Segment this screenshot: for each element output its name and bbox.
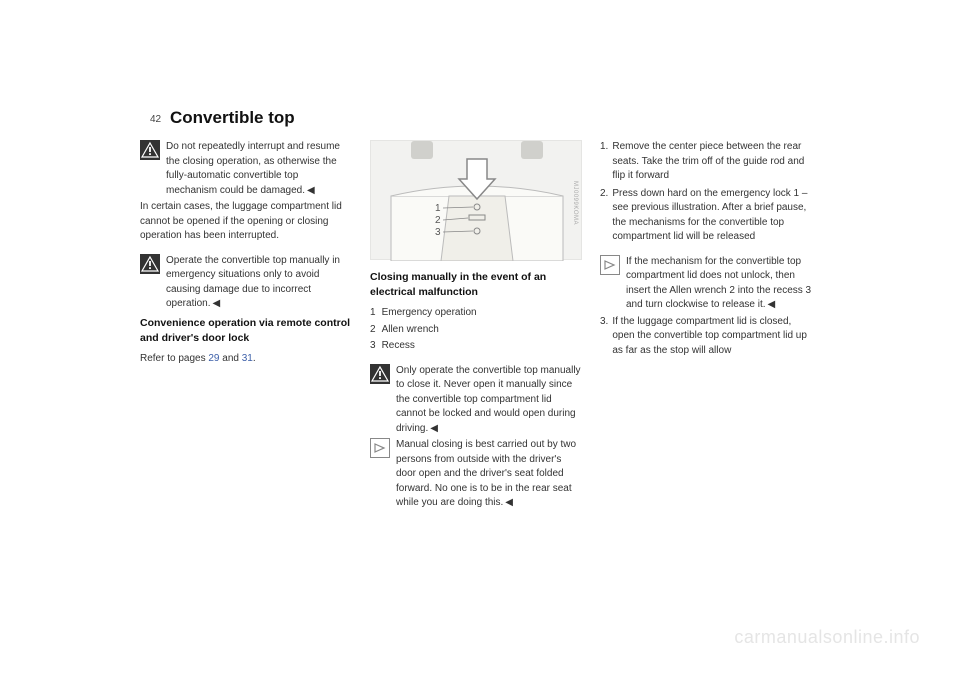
paragraph: In certain cases, the luggage compartmen… bbox=[140, 200, 352, 244]
step-text: Remove the center piece between the rear… bbox=[612, 140, 812, 184]
diagram-code: MJ0099KOMA bbox=[570, 181, 579, 225]
subheading: Convenience operation via remote control… bbox=[140, 316, 352, 346]
page: 42 Convertible top Do not repeatedly int… bbox=[0, 0, 960, 678]
page-number: 42 bbox=[150, 114, 161, 125]
svg-text:2: 2 bbox=[435, 215, 441, 226]
watermark: carmanualsonline.info bbox=[734, 627, 920, 648]
warning-block: Operate the convertible top manually in … bbox=[140, 254, 352, 312]
column-3: 1.Remove the center piece between the re… bbox=[600, 140, 812, 513]
list-item: 3.If the luggage compartment lid is clos… bbox=[600, 315, 812, 359]
cap-text: Emergency operation bbox=[382, 306, 477, 321]
diagram-image: 1 2 3 MJ0099KOMA bbox=[370, 140, 582, 260]
end-marker-icon: ◀ bbox=[430, 422, 438, 437]
step-text: If the luggage compartment lid is closed… bbox=[612, 315, 812, 359]
step-list: 1.Remove the center piece between the re… bbox=[600, 140, 812, 245]
info-text: Manual closing is best carried out by tw… bbox=[396, 439, 576, 508]
svg-text:1: 1 bbox=[435, 203, 441, 214]
warning-block: Do not repeatedly interrupt and resume t… bbox=[140, 140, 352, 198]
step-list: 3.If the luggage compartment lid is clos… bbox=[600, 315, 812, 359]
list-item: 2.Press down hard on the emergency lock … bbox=[600, 187, 812, 245]
step-num: 2. bbox=[600, 187, 608, 245]
caption-item: 2 Allen wrench bbox=[370, 323, 582, 338]
page-link[interactable]: 29 bbox=[208, 353, 219, 364]
info-block: Manual closing is best carried out by tw… bbox=[370, 438, 582, 511]
step-text: Press down hard on the emergency lock 1 … bbox=[612, 187, 812, 245]
ref-prefix: Refer to pages bbox=[140, 353, 208, 364]
end-marker-icon: ◀ bbox=[768, 298, 776, 313]
cap-num: 2 bbox=[370, 323, 376, 338]
cap-num: 3 bbox=[370, 339, 376, 354]
page-link[interactable]: 31 bbox=[242, 353, 253, 364]
end-marker-icon: ◀ bbox=[307, 184, 315, 199]
info-text: Manual closing is best carried out by tw… bbox=[396, 438, 582, 511]
cap-text: Allen wrench bbox=[382, 323, 439, 338]
caption-item: 3 Recess bbox=[370, 339, 582, 354]
column-1: Do not repeatedly interrupt and resume t… bbox=[140, 140, 352, 513]
content-columns: Do not repeatedly interrupt and resume t… bbox=[140, 140, 820, 513]
reference-line: Refer to pages 29 and 31. bbox=[140, 352, 352, 367]
subheading: Closing manually in the event of an elec… bbox=[370, 270, 582, 300]
warning-icon bbox=[370, 364, 390, 384]
cap-text: Recess bbox=[382, 339, 415, 354]
info-block: If the mechanism for the convertible top… bbox=[600, 255, 812, 313]
step-num: 3. bbox=[600, 315, 608, 359]
ref-mid: and bbox=[220, 353, 242, 364]
info-text: If the mechanism for the convertible top… bbox=[626, 256, 811, 311]
caption-item: 1 Emergency operation bbox=[370, 306, 582, 321]
warning-icon bbox=[140, 254, 160, 274]
list-item: 1.Remove the center piece between the re… bbox=[600, 140, 812, 184]
info-text: If the mechanism for the convertible top… bbox=[626, 255, 812, 313]
ref-suffix: . bbox=[253, 353, 256, 364]
warning-text: Only operate the convertible top manuall… bbox=[396, 364, 582, 437]
warning-block: Only operate the convertible top manuall… bbox=[370, 364, 582, 437]
info-icon bbox=[600, 255, 620, 275]
cap-num: 1 bbox=[370, 306, 376, 321]
info-icon bbox=[370, 438, 390, 458]
warn-text: Only operate the convertible top manuall… bbox=[396, 365, 581, 434]
column-2: 1 2 3 MJ0099KOMA Closing manually in the… bbox=[370, 140, 582, 513]
end-marker-icon: ◀ bbox=[212, 297, 220, 312]
svg-text:3: 3 bbox=[435, 227, 441, 238]
step-num: 1. bbox=[600, 140, 608, 184]
end-marker-icon: ◀ bbox=[505, 496, 513, 511]
warning-icon bbox=[140, 140, 160, 160]
page-title: Convertible top bbox=[170, 108, 295, 128]
warn2-text: Operate the convertible top manually in … bbox=[166, 255, 340, 310]
warning-text: Do not repeatedly interrupt and resume t… bbox=[166, 140, 352, 198]
warning-text: Operate the convertible top manually in … bbox=[166, 254, 352, 312]
caption-list: 1 Emergency operation 2 Allen wrench 3 Rece… bbox=[370, 306, 582, 354]
